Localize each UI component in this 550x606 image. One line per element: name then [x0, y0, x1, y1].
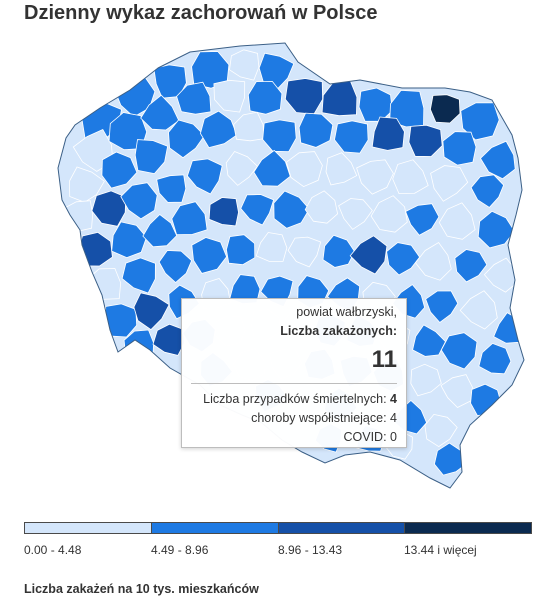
district-44[interactable]: [470, 174, 505, 208]
district-54[interactable]: [370, 195, 408, 233]
district-66[interactable]: [349, 235, 388, 275]
district-35[interactable]: [156, 174, 187, 203]
legend-label-4: 13.44 i więcej: [404, 543, 477, 557]
tooltip-deaths-value: 4: [390, 392, 397, 406]
district-27[interactable]: [334, 120, 369, 154]
tooltip-comorbid-label: choroby współistniejące:: [251, 411, 387, 425]
district-68[interactable]: [414, 241, 452, 281]
district-56[interactable]: [438, 202, 476, 240]
legend-swatch-4: [405, 523, 531, 533]
tooltip-region: powiat wałbrzyski,: [296, 305, 397, 319]
district-64[interactable]: [287, 236, 322, 268]
district-47[interactable]: [142, 213, 178, 248]
district-62[interactable]: [225, 234, 256, 266]
district-5[interactable]: [229, 49, 260, 81]
district-29[interactable]: [408, 124, 443, 157]
district-38[interactable]: [253, 149, 291, 187]
district-43[interactable]: [430, 165, 469, 202]
district-39[interactable]: [286, 151, 323, 188]
district-81[interactable]: [425, 290, 459, 324]
district-37[interactable]: [225, 151, 259, 186]
district-46[interactable]: [111, 221, 147, 259]
district-50[interactable]: [240, 194, 275, 226]
tooltip-comorbid-row: choroby współistniejące: 4: [191, 409, 397, 428]
district-20[interactable]: [101, 151, 138, 189]
district-61[interactable]: [191, 237, 228, 274]
district-15[interactable]: [358, 87, 393, 122]
district-30[interactable]: [442, 131, 477, 166]
district-11[interactable]: [213, 79, 246, 113]
district-40[interactable]: [325, 152, 358, 186]
district-60[interactable]: [158, 250, 193, 284]
tooltip-deaths-label: Liczba przypadków śmiertelnych:: [203, 392, 387, 406]
district-22[interactable]: [168, 119, 206, 159]
legend-caption: Liczba zakażeń na 10 tys. mieszkańców: [24, 582, 259, 596]
district-71[interactable]: [104, 303, 138, 338]
district-12[interactable]: [247, 80, 283, 115]
district-tooltip: powiat wałbrzyski, Liczba zakażonych: 11…: [181, 298, 407, 448]
district-18[interactable]: [460, 102, 500, 141]
district-34[interactable]: [120, 182, 158, 220]
district-55[interactable]: [405, 203, 440, 236]
district-10[interactable]: [176, 81, 212, 115]
legend-label-3: 8.96 - 13.43: [278, 543, 343, 557]
district-42[interactable]: [392, 159, 429, 195]
district-17[interactable]: [429, 94, 461, 124]
district-53[interactable]: [338, 198, 373, 230]
district-94[interactable]: [440, 332, 478, 370]
district-82[interactable]: [459, 290, 498, 330]
tooltip-divider: [191, 383, 397, 384]
tooltip-covid-label: COVID:: [343, 430, 387, 444]
tooltip-covid-row: COVID: 0: [191, 428, 398, 447]
legend-color-scale: [24, 522, 532, 534]
district-49[interactable]: [208, 197, 239, 227]
district-33[interactable]: [91, 190, 127, 227]
district-25[interactable]: [262, 119, 297, 153]
legend-swatch-1: [25, 523, 152, 533]
district-102[interactable]: [410, 363, 442, 397]
tooltip-cases-label: Liczba zakażonych:: [280, 324, 397, 338]
district-110[interactable]: [424, 413, 458, 448]
district-4[interactable]: [191, 51, 230, 89]
page-title: Dzienny wykaz zachorowań w Polsce: [24, 2, 378, 24]
district-52[interactable]: [304, 190, 339, 224]
tooltip-covid-value: 0: [390, 430, 397, 444]
tooltip-deaths-row: Liczba przypadków śmiertelnych: 4: [191, 390, 397, 409]
district-48[interactable]: [171, 201, 208, 236]
district-95[interactable]: [478, 342, 512, 375]
district-13[interactable]: [284, 78, 324, 115]
district-31[interactable]: [479, 140, 516, 180]
legend-label-2: 4.49 - 8.96: [151, 543, 209, 557]
district-59[interactable]: [121, 257, 156, 294]
legend-label-1: 0.00 - 4.48: [24, 543, 82, 557]
district-93[interactable]: [412, 324, 446, 357]
district-36[interactable]: [186, 158, 223, 195]
district-14[interactable]: [321, 80, 358, 117]
legend-swatch-3: [278, 523, 406, 533]
district-19[interactable]: [69, 166, 105, 203]
district-51[interactable]: [273, 190, 310, 229]
district-26[interactable]: [298, 112, 334, 148]
legend-swatch-2: [151, 523, 279, 533]
district-72[interactable]: [133, 292, 170, 331]
district-67[interactable]: [386, 242, 421, 276]
district-69[interactable]: [454, 249, 488, 283]
tooltip-comorbid-value: 4: [390, 411, 397, 425]
district-63[interactable]: [255, 232, 288, 262]
district-41[interactable]: [356, 159, 394, 195]
district-9[interactable]: [140, 94, 180, 131]
district-21[interactable]: [134, 139, 169, 175]
district-111[interactable]: [433, 442, 468, 476]
district-28[interactable]: [371, 116, 405, 151]
tooltip-cases-value: 11: [371, 346, 397, 373]
